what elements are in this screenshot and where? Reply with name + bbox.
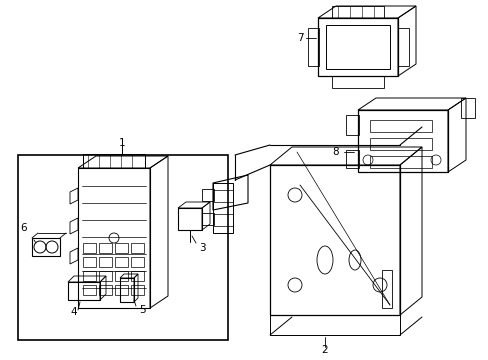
Bar xyxy=(131,243,143,253)
Bar xyxy=(357,110,447,172)
Bar xyxy=(99,285,112,295)
Bar xyxy=(331,76,383,88)
Text: 2: 2 xyxy=(321,345,327,355)
Bar xyxy=(83,154,145,168)
Bar xyxy=(460,98,474,118)
Bar xyxy=(83,257,96,267)
Text: 4: 4 xyxy=(71,307,77,317)
Text: 7: 7 xyxy=(296,33,303,43)
Bar xyxy=(115,285,128,295)
Bar xyxy=(78,168,150,308)
Bar xyxy=(307,28,318,66)
Bar xyxy=(369,120,431,132)
Text: 3: 3 xyxy=(198,243,205,253)
Bar xyxy=(202,213,214,225)
Bar xyxy=(68,282,100,300)
Bar xyxy=(115,243,128,253)
Text: 5: 5 xyxy=(139,305,145,315)
Bar xyxy=(381,270,391,308)
Bar xyxy=(369,138,431,150)
Bar xyxy=(83,285,96,295)
Bar xyxy=(269,165,399,315)
Bar xyxy=(325,25,389,69)
Text: 8: 8 xyxy=(332,147,339,157)
Bar xyxy=(115,271,128,281)
Bar xyxy=(397,28,408,66)
Bar xyxy=(346,115,358,135)
Bar xyxy=(99,243,112,253)
Bar xyxy=(369,156,431,168)
Bar xyxy=(83,243,96,253)
Bar xyxy=(131,285,143,295)
Bar xyxy=(32,238,60,256)
Text: 6: 6 xyxy=(20,223,27,233)
Bar xyxy=(317,18,397,76)
Bar xyxy=(99,257,112,267)
Bar xyxy=(131,271,143,281)
Bar xyxy=(331,6,383,18)
Bar xyxy=(18,155,227,340)
Bar xyxy=(83,271,96,281)
Bar xyxy=(213,183,232,233)
Bar xyxy=(131,257,143,267)
Bar xyxy=(202,189,214,201)
Bar xyxy=(99,271,112,281)
Bar xyxy=(115,257,128,267)
Bar xyxy=(178,208,202,230)
Bar xyxy=(120,278,134,302)
Bar xyxy=(346,150,358,168)
Text: 1: 1 xyxy=(119,138,125,148)
